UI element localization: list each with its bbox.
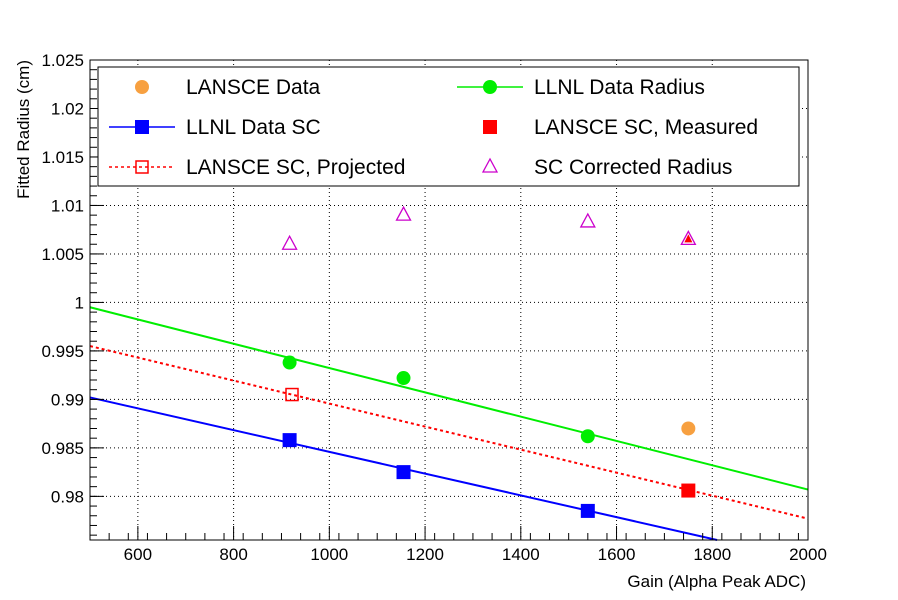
y-tick-label: 1.015: [41, 148, 84, 167]
legend-marker-lansce-sc-projected: [135, 160, 149, 174]
legend-label-sc-corrected-radius: SC Corrected Radius: [534, 156, 732, 179]
y-axis-label: Fitted Radius (cm): [14, 60, 33, 199]
y-tick-label: 1.01: [51, 196, 84, 215]
y-tick-label: 0.98: [51, 487, 84, 506]
data-point-lansce-sc-projected: [285, 387, 299, 402]
legend-label-lansce-sc-measured: LANSCE SC, Measured: [534, 116, 758, 139]
legend-marker-sc-corrected-radius: [481, 157, 499, 173]
data-point-llnl-data-sc: [396, 465, 411, 480]
legend-marker-llnl-data-sc: [135, 120, 149, 134]
legend-label-lansce-data: LANSCE Data: [186, 76, 321, 99]
y-tick-label: 1: [75, 293, 84, 312]
x-tick-label: 1400: [502, 545, 540, 564]
legend-label-llnl-data-radius: LLNL Data Radius: [534, 76, 705, 99]
data-point-llnl-data-sc: [580, 503, 595, 518]
legend-marker-llnl-data-radius: [483, 80, 497, 94]
legend-marker-lansce-data: [135, 80, 149, 94]
data-point-sc-corrected-radius: [579, 212, 596, 228]
data-point-llnl-data-sc: [282, 433, 297, 448]
data-point-lansce-data: [681, 421, 696, 436]
y-tick-label: 0.985: [41, 439, 84, 458]
data-point-overlap-fill: [684, 234, 693, 243]
legend-box: [97, 66, 800, 187]
y-tick-label: 0.995: [41, 342, 84, 361]
data-markers: [281, 205, 697, 518]
data-point-llnl-data-radius: [580, 429, 595, 444]
x-tick-label: 1000: [310, 545, 348, 564]
axis-ticks: 600 800 1000 1200 1400 1600 1800 2000 0.98 0.985 0…: [41, 51, 826, 564]
x-axis-label: Gain (Alpha Peak ADC): [627, 572, 806, 591]
x-tick-label: 800: [219, 545, 247, 564]
legend-marker-lansce-sc-measured: [483, 120, 497, 134]
data-point-sc-corrected-radius: [395, 205, 412, 221]
x-tick-label: 600: [124, 545, 152, 564]
legend-label-llnl-data-sc: LLNL Data SC: [186, 116, 321, 139]
legend: LANSCE Data LLNL Data Radius LLNL Data SC L…: [97, 66, 800, 187]
x-tick-label: 1200: [406, 545, 444, 564]
plot-frame: [89, 59, 809, 541]
x-tick-label: 1600: [598, 545, 636, 564]
fit-line-llnl-data-radius: [89, 306, 809, 491]
x-tick-label: 1800: [693, 545, 731, 564]
data-point-sc-corrected-radius: [680, 230, 697, 246]
y-tick-label: 1.005: [41, 245, 84, 264]
y-tick-label: 0.99: [51, 390, 84, 409]
x-tick-label: 2000: [789, 545, 827, 564]
data-point-llnl-data-radius: [282, 355, 297, 370]
legend-label-lansce-sc-projected: LANSCE SC, Projected: [186, 156, 405, 179]
data-point-llnl-data-radius: [396, 371, 411, 386]
y-tick-label: 1.025: [41, 51, 84, 70]
data-point-lansce-sc-measured: [681, 483, 696, 498]
y-tick-label: 1.02: [51, 99, 84, 118]
data-point-sc-corrected-radius: [281, 234, 298, 250]
